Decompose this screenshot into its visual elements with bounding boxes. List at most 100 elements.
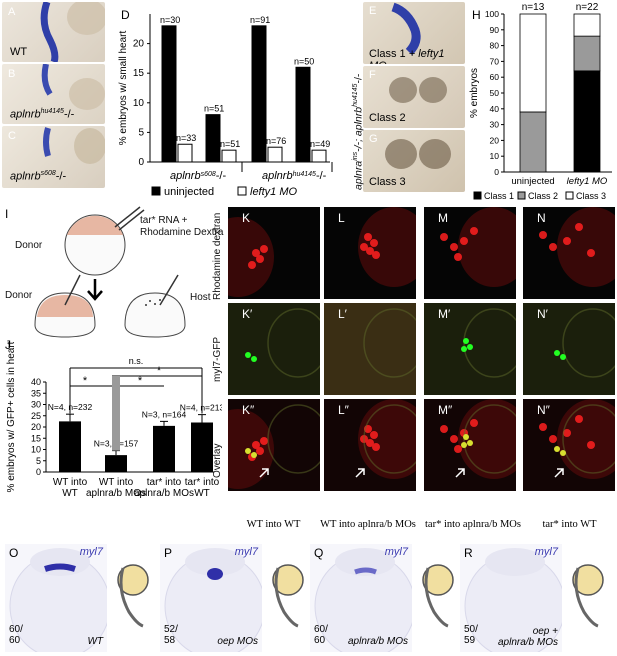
panel-b-photo: B aplnrbhu4145-/- (2, 64, 105, 124)
y-tick-label: 50 (490, 88, 500, 98)
marker-label: myl7 (79, 546, 103, 558)
panel-letter-h: H (472, 8, 481, 22)
highlight-connector (112, 376, 120, 451)
y-tick-label: 20 (31, 422, 41, 432)
embryo-heart-image (41, 64, 105, 110)
panel-a-caption: WT (10, 46, 28, 58)
category-label: tar* into (185, 477, 220, 488)
legend-swatch-uninjected (151, 186, 161, 196)
condition-label: oep MOs (217, 636, 258, 647)
y-tick-label: 25 (31, 411, 41, 421)
y-tick-label: 60 (490, 72, 500, 82)
legend-label: Class 1 (484, 191, 514, 201)
fluorescence-panel-k-rhodamine: K (228, 207, 320, 299)
fluorescence-panel-n-rhodamine: N (523, 207, 615, 299)
y-tick-label: 100 (485, 9, 499, 19)
condition-label: WT (87, 636, 103, 647)
panel-letter-i: I (5, 207, 9, 221)
legend-swatch-lefty1 (237, 186, 247, 196)
panel-c-caption: aplnrbs608-/- (10, 170, 67, 183)
panel-letter-l: L (338, 211, 345, 225)
y-tick-label: 10 (133, 98, 145, 109)
y-tick-label: 15 (133, 68, 145, 79)
panel-g-caption: Class 3 (369, 176, 406, 188)
bar-segment-class-3 (519, 13, 547, 113)
row-label-myl7: myl7-GFP (212, 337, 223, 382)
row-label-rhodamine: Rhodamine dextran (212, 212, 223, 300)
panel-letter-k1: K′ (242, 307, 253, 321)
panel-letter-k2: K″ (242, 403, 255, 417)
category-label: WT into (53, 477, 88, 488)
legend-label: Class 2 (528, 191, 558, 201)
marker-label: myl7 (534, 546, 558, 558)
fluorescence-panel-l-overlay: L″ (324, 399, 416, 491)
y-axis-label: % embryos (469, 68, 480, 118)
condition-label: oep + aplnra/b MOs (497, 626, 558, 648)
bar (59, 421, 81, 472)
y-tick-label: 15 (31, 433, 41, 443)
fluorescence-panel-n-gfp: N′ (523, 303, 615, 395)
chart-h: 0 10 20 30 40 50 60 70 80 90 100 % embryos n=13 uninj… (469, 2, 612, 201)
category-label: uninjected (511, 176, 554, 187)
legend-swatch (473, 191, 482, 200)
group-label-sup: s608 (201, 171, 216, 178)
column-caption-3: tar* into aplnra/b MOs (425, 519, 521, 530)
y-tick-label: 5 (36, 456, 41, 466)
bar-lefty1 (221, 149, 237, 163)
lateral-embryo-r (566, 560, 610, 635)
column-caption-2: WT into aplnra/b MOs (320, 519, 416, 530)
bar-segment-class-3 (573, 13, 601, 37)
panel-letter-c: C (8, 130, 16, 142)
n-label: n=51 (204, 104, 224, 114)
panel-letter-m: M (438, 211, 448, 225)
bar (191, 422, 213, 472)
legend-label-uninjected: uninjected (164, 186, 214, 198)
panel-letter-b: B (8, 68, 16, 80)
panel-letter-j: J (5, 338, 11, 352)
panel-letter-n: N (537, 211, 546, 225)
schematic-donor-top: Donor (15, 240, 43, 251)
n-label: n=22 (576, 2, 599, 13)
fluorescence-panel-m-overlay: M″ (424, 399, 516, 491)
panel-letter-o: O (9, 546, 19, 560)
legend-label-lefty1: lefty1 MO (250, 186, 298, 198)
panel-a-photo: A WT (2, 2, 105, 62)
bar-segment-class-2 (573, 35, 601, 72)
embryo-heart-image (385, 139, 451, 169)
sig-label: n.s. (129, 356, 144, 366)
category-label: aplnra/b MOs (134, 488, 194, 499)
bar-uninjected (205, 114, 221, 163)
y-tick-label: 10 (490, 151, 500, 161)
y-tick-label: 0 (138, 157, 144, 168)
panel-e-photo: E Class 1 + lefty1 MO (363, 2, 465, 64)
y-tick-label: 20 (490, 135, 500, 145)
legend-label: Class 3 (576, 191, 606, 201)
panel-letter-q: Q (314, 546, 324, 560)
group-label-suffix: -/- (216, 170, 227, 182)
fluorescence-panel-l-gfp: L′ (324, 303, 416, 395)
category-label: tar* into (147, 477, 182, 488)
n-label: n=13 (522, 2, 545, 13)
panel-letter-p: P (164, 546, 173, 560)
y-tick-label: 0 (36, 467, 41, 477)
panel-letter-k: K (242, 211, 251, 225)
bar (105, 455, 127, 472)
group-label-name: aplnrb (262, 170, 293, 182)
y-tick-label: 5 (138, 127, 144, 138)
panel-letter-m1: M′ (438, 307, 451, 321)
panel-letter-a: A (8, 6, 16, 18)
category-label: WT (194, 488, 210, 499)
y-tick-label: 0 (494, 167, 499, 177)
panel-letter-l1: L′ (338, 307, 347, 321)
panel-letter-m2: M″ (438, 403, 453, 417)
panel-letter-d: D (121, 8, 130, 22)
embryo-heart-image (391, 2, 421, 56)
n-label: n=33 (176, 133, 196, 143)
efg-genotype-label: aplnrains-/-; aplnrbhu4145-/- (352, 73, 365, 190)
bar-uninjected (161, 25, 177, 163)
panel-letter-n2: N″ (537, 403, 550, 417)
